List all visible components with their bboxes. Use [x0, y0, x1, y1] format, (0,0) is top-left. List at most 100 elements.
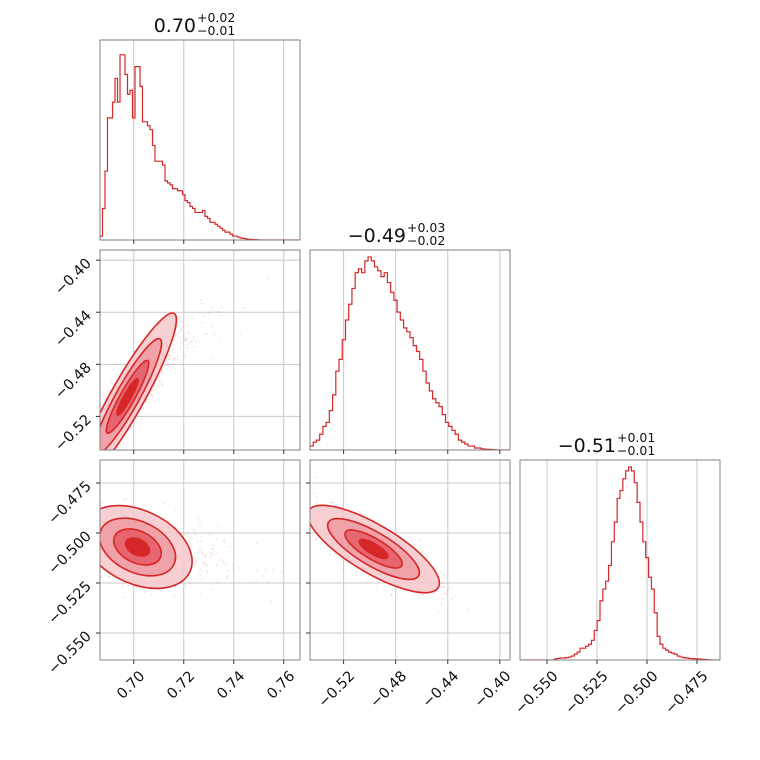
- sample-point: [179, 342, 182, 345]
- sample-point: [122, 443, 125, 446]
- sample-point: [450, 598, 453, 601]
- sample-point: [122, 582, 125, 585]
- histogram-param-2: [520, 466, 720, 660]
- sample-point: [319, 541, 322, 544]
- sample-point: [201, 322, 204, 325]
- sample-point: [182, 354, 185, 357]
- sample-point: [199, 549, 202, 552]
- sample-point: [203, 576, 206, 579]
- sample-point: [216, 581, 219, 584]
- sample-point: [446, 589, 449, 592]
- sample-point: [188, 341, 191, 344]
- sample-point: [146, 590, 149, 593]
- sample-point: [272, 568, 275, 571]
- sample-point: [181, 320, 184, 323]
- sample-point: [201, 550, 204, 553]
- y-tick-label: −0.475: [46, 479, 95, 528]
- sample-point: [184, 338, 187, 341]
- sample-point: [189, 536, 192, 539]
- sample-point: [123, 498, 126, 501]
- title-median: −0.49: [348, 225, 406, 247]
- sample-point: [402, 589, 405, 592]
- sample-point: [202, 562, 205, 565]
- sample-point: [193, 529, 196, 532]
- sample-point: [115, 363, 118, 366]
- sample-point: [267, 581, 270, 584]
- x-axis-2-1: −0.52 −0.48 −0.44 −0.40: [315, 660, 514, 711]
- sample-point: [203, 554, 206, 557]
- sample-point: [182, 335, 185, 338]
- y-tick-label: −0.500: [46, 529, 95, 578]
- sample-point: [375, 585, 378, 588]
- sample-point: [441, 582, 444, 585]
- sample-point: [231, 567, 234, 570]
- sample-point: [189, 582, 192, 585]
- x-axis-1-1: [343, 450, 501, 454]
- sample-point: [210, 588, 213, 591]
- sample-point: [330, 501, 333, 504]
- sample-point: [211, 326, 214, 329]
- sample-point: [154, 383, 157, 386]
- sample-point: [197, 556, 200, 559]
- x-tick-label: 0.76: [264, 668, 298, 702]
- sample-point: [199, 568, 202, 571]
- sample-point: [175, 333, 178, 336]
- sample-point: [157, 380, 160, 383]
- sample-point: [208, 533, 211, 536]
- sample-point: [220, 305, 223, 308]
- y-tick-label: −0.550: [46, 629, 95, 678]
- sample-point: [219, 340, 222, 343]
- sample-point: [176, 358, 179, 361]
- sample-point: [192, 528, 195, 531]
- sample-point: [188, 332, 191, 335]
- sample-point: [340, 559, 343, 562]
- sample-point: [313, 492, 316, 495]
- sample-point: [204, 555, 207, 558]
- sample-point: [443, 592, 446, 595]
- sample-point: [211, 357, 214, 360]
- sample-point: [102, 392, 105, 395]
- sample-point: [213, 332, 216, 335]
- sample-point: [199, 592, 202, 595]
- sample-point: [220, 558, 223, 561]
- sample-point: [186, 343, 189, 346]
- sample-point: [453, 594, 456, 597]
- sample-point: [193, 335, 196, 338]
- sample-point: [169, 358, 172, 361]
- sample-point: [329, 553, 332, 556]
- sample-point: [174, 335, 177, 338]
- panel-2-1: [310, 460, 510, 660]
- panel-0-0: [100, 40, 300, 240]
- sample-point: [159, 372, 162, 375]
- sample-point: [186, 347, 189, 350]
- x-tick-label: −0.48: [368, 668, 411, 711]
- sample-point: [442, 598, 445, 601]
- title-param-0: 0.70 +0.02−0.01: [154, 10, 236, 38]
- sample-point: [201, 552, 204, 555]
- x-tick-label: −0.550: [512, 668, 561, 717]
- sample-point: [144, 590, 147, 593]
- sample-point: [358, 511, 361, 514]
- sample-point: [194, 533, 197, 536]
- sample-point: [181, 363, 184, 366]
- sample-point: [199, 540, 202, 543]
- sample-point: [191, 338, 194, 341]
- sample-point: [203, 560, 206, 563]
- sample-point: [199, 574, 202, 577]
- sample-point: [187, 331, 190, 334]
- sample-point: [161, 383, 164, 386]
- sample-point: [206, 571, 209, 574]
- sample-point: [166, 364, 169, 367]
- sample-point: [150, 393, 153, 396]
- sample-point: [205, 333, 208, 336]
- panel-frame: [99, 39, 301, 241]
- sample-point: [106, 393, 109, 396]
- sample-point: [267, 278, 270, 281]
- sample-point: [190, 544, 193, 547]
- sample-point: [205, 564, 208, 567]
- sample-point: [154, 388, 157, 391]
- sample-point: [421, 593, 424, 596]
- y-axis-2-0: −0.550−0.525−0.500−0.475: [46, 479, 100, 678]
- sample-point: [126, 584, 129, 587]
